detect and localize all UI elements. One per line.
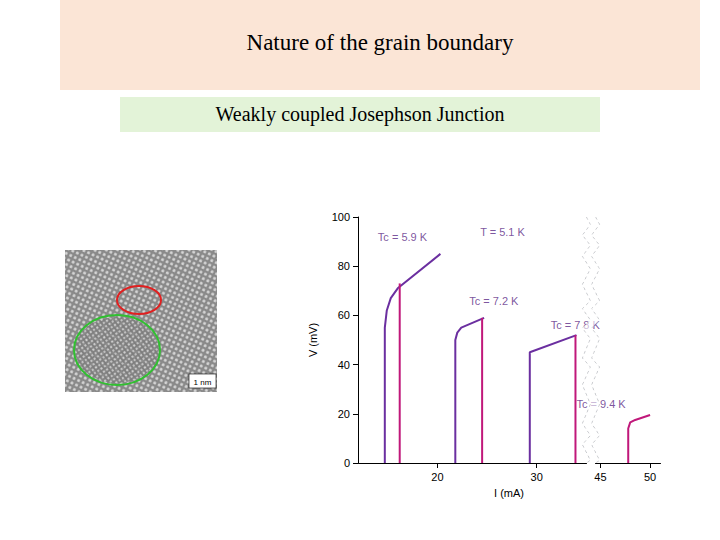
svg-text:V (mV): V (mV) bbox=[307, 323, 319, 357]
svg-text:80: 80 bbox=[338, 260, 350, 272]
svg-text:60: 60 bbox=[338, 309, 350, 321]
svg-text:100: 100 bbox=[332, 211, 350, 223]
svg-text:Tc = 5.9 K: Tc = 5.9 K bbox=[378, 231, 428, 243]
svg-text:I (mA): I (mA) bbox=[494, 487, 524, 499]
svg-text:50: 50 bbox=[644, 471, 656, 483]
svg-text:20: 20 bbox=[338, 408, 350, 420]
svg-text:Tc = 9.4 K: Tc = 9.4 K bbox=[576, 398, 626, 410]
svg-text:T = 5.1 K: T = 5.1 K bbox=[480, 226, 525, 238]
svg-text:20: 20 bbox=[431, 471, 443, 483]
svg-text:40: 40 bbox=[338, 359, 350, 371]
svg-text:Tc = 7 8 K: Tc = 7 8 K bbox=[550, 319, 600, 332]
svg-text:Tc = 7.2 K: Tc = 7.2 K bbox=[469, 295, 519, 307]
svg-text:1 nm: 1 nm bbox=[194, 378, 212, 387]
html-text:Nature of the grain boundary: Nature of the grain boundary bbox=[246, 30, 514, 55]
svg-text:45: 45 bbox=[594, 471, 606, 483]
html-text:Weakly coupled Josephson Junct: Weakly coupled Josephson Junction bbox=[215, 103, 505, 125]
svg-text:0: 0 bbox=[344, 457, 350, 469]
svg-text:30: 30 bbox=[531, 471, 543, 483]
